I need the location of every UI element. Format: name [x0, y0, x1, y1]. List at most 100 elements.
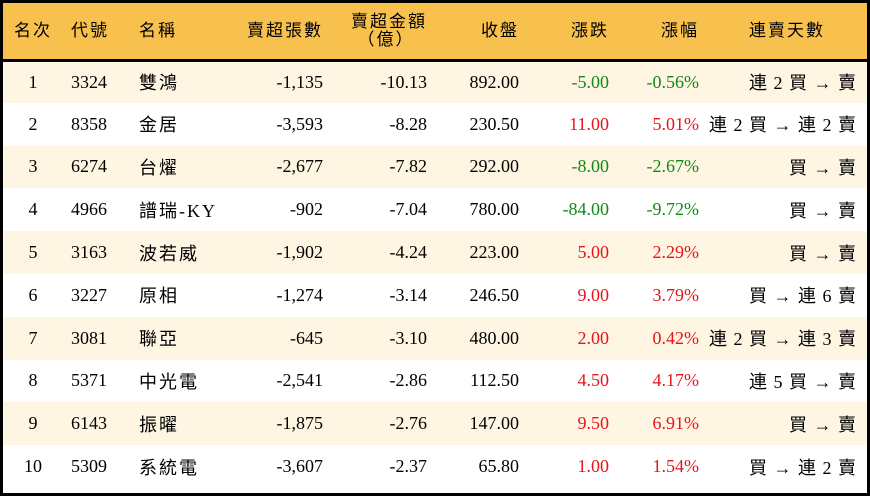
- net-sell-lots-cell: -902: [290, 199, 323, 220]
- rank-cell: 3: [28, 156, 38, 177]
- rank-cell: 5: [28, 242, 38, 263]
- net-sell-amount-cell: -2.76: [389, 413, 428, 434]
- close-cell: 230.50: [469, 113, 520, 134]
- streak-cell: 買 → 賣: [789, 157, 857, 178]
- table-row: 6 3227 原相 -1,274 -3.14 246.50 9.00 3.79% 買 → 連 6…: [3, 273, 867, 317]
- net-sell-lots-cell: -1,274: [276, 284, 324, 305]
- code-cell: 5309: [71, 456, 107, 477]
- change-cell: 1.00: [577, 456, 610, 477]
- streak-cell: 買 → 連 6 賣: [749, 286, 857, 307]
- header-name: 名稱: [131, 3, 231, 62]
- rank-cell: 7: [28, 327, 38, 348]
- name-cell: 金居: [139, 115, 179, 136]
- close-cell: 246.50: [469, 284, 520, 305]
- close-cell: 223.00: [469, 242, 520, 263]
- rank-cell: 2: [28, 113, 38, 134]
- streak-cell: 買 → 賣: [789, 243, 857, 264]
- net-sell-amount-cell: -2.37: [389, 456, 428, 477]
- code-cell: 3163: [71, 242, 107, 263]
- close-cell: 65.80: [478, 456, 520, 477]
- header-change: 漲跌: [527, 3, 617, 62]
- streak-cell: 買 → 賣: [789, 414, 857, 435]
- code-cell: 8358: [71, 113, 107, 134]
- net-sell-amount-cell: -10.13: [380, 71, 428, 92]
- name-cell: 台燿: [139, 157, 179, 178]
- table-row: 5 3163 波若威 -1,902 -4.24 223.00 5.00 2.29% 買 → 賣: [3, 231, 867, 274]
- close-cell: 780.00: [469, 199, 520, 220]
- net-sell-amount-cell: -4.24: [389, 242, 428, 263]
- code-cell: 3324: [71, 71, 107, 92]
- change-cell: 2.00: [577, 327, 610, 348]
- rank-cell: 6: [28, 284, 38, 305]
- table-row: 9 6143 振曜 -1,875 -2.76 147.00 9.50 6.91% 買 → 賣: [3, 402, 867, 446]
- rank-cell: 9: [28, 413, 38, 434]
- change-pct-cell: -0.56%: [646, 71, 700, 92]
- name-cell: 譜瑞-KY: [139, 200, 217, 221]
- name-cell: 波若威: [139, 243, 199, 264]
- change-cell: 4.50: [577, 370, 610, 391]
- net-sell-lots-cell: -3,593: [276, 113, 324, 134]
- code-cell: 3081: [71, 327, 107, 348]
- rank-cell: 4: [28, 199, 38, 220]
- name-cell: 原相: [139, 286, 179, 307]
- rank-cell: 10: [24, 456, 42, 477]
- header-change-pct: 漲幅: [617, 3, 707, 62]
- change-cell: 9.50: [577, 413, 610, 434]
- header-net-sell-amount-line1: 賣超金額: [351, 11, 427, 31]
- change-cell: 5.00: [577, 242, 610, 263]
- change-pct-cell: 2.29%: [652, 242, 700, 263]
- change-pct-cell: 4.17%: [652, 370, 700, 391]
- net-sell-lots-cell: -3,607: [276, 456, 324, 477]
- header-net-sell-amount: 賣超金額 （億）: [331, 3, 435, 62]
- change-pct-cell: -9.72%: [646, 199, 700, 220]
- change-pct-cell: 6.91%: [652, 413, 700, 434]
- close-cell: 112.50: [470, 370, 519, 391]
- streak-cell: 連 2 買 → 連 3 賣: [709, 329, 857, 350]
- net-sell-lots-cell: -1,902: [276, 242, 324, 263]
- streak-cell: 買 → 賣: [789, 200, 857, 221]
- table-row: 1 3324 雙鴻 -1,135 -10.13 892.00 -5.00 -0.56% 連 2 …: [3, 60, 867, 103]
- header-row: 名次 代號 名稱 賣超張數 賣超金額 （億） 收盤 漲跌 漲幅 連賣天數: [3, 3, 867, 62]
- table-row: 4 4966 譜瑞-KY -902 -7.04 780.00 -84.00 -9.72% 買 →…: [3, 188, 867, 232]
- net-sell-amount-cell: -8.28: [389, 113, 428, 134]
- net-sell-lots-cell: -1,135: [276, 71, 324, 92]
- streak-cell: 連 2 買 → 連 2 賣: [709, 115, 857, 136]
- code-cell: 5371: [71, 370, 107, 391]
- net-sell-lots-cell: -2,677: [276, 156, 324, 177]
- change-cell: -84.00: [562, 199, 610, 220]
- change-cell: 11.00: [569, 113, 609, 134]
- rank-cell: 1: [28, 71, 38, 92]
- header-net-sell-lots: 賣超張數: [231, 3, 331, 62]
- close-cell: 147.00: [469, 413, 520, 434]
- net-sell-lots-cell: -645: [290, 327, 323, 348]
- change-pct-cell: -2.67%: [646, 156, 700, 177]
- name-cell: 中光電: [139, 371, 199, 392]
- net-sell-ranking-table: 名次 代號 名稱 賣超張數 賣超金額 （億） 收盤 漲跌 漲幅 連賣天數 1 33…: [3, 3, 867, 488]
- streak-cell: 連 5 買 → 賣: [749, 371, 857, 392]
- net-sell-lots-cell: -1,875: [276, 413, 324, 434]
- code-cell: 6274: [71, 156, 107, 177]
- change-cell: -5.00: [571, 71, 610, 92]
- net-sell-amount-cell: -7.82: [389, 156, 428, 177]
- name-cell: 振曜: [139, 414, 179, 435]
- close-cell: 892.00: [469, 71, 520, 92]
- header-rank: 名次: [3, 3, 63, 62]
- rank-cell: 8: [28, 370, 38, 391]
- header-code: 代號: [63, 3, 131, 62]
- header-net-sell-amount-line2: （億）: [357, 29, 415, 49]
- streak-cell: 買 → 連 2 賣: [749, 457, 857, 478]
- table-row: 2 8358 金居 -3,593 -8.28 230.50 11.00 5.01% 連 2 買 …: [3, 102, 867, 146]
- net-sell-amount-cell: -3.14: [389, 284, 428, 305]
- name-cell: 雙鴻: [139, 73, 179, 94]
- header-streak: 連賣天數: [707, 3, 867, 62]
- name-cell: 系統電: [139, 457, 199, 478]
- table-row: 10 5309 系統電 -3,607 -2.37 65.80 1.00 1.54% 買 → 連 …: [3, 445, 867, 488]
- table-row: 7 3081 聯亞 -645 -3.10 480.00 2.00 0.42% 連 2 買 → 連…: [3, 316, 867, 360]
- net-sell-amount-cell: -2.86: [389, 370, 428, 391]
- code-cell: 4966: [71, 199, 107, 220]
- change-pct-cell: 0.42%: [652, 327, 700, 348]
- change-pct-cell: 3.79%: [652, 284, 700, 305]
- header-close: 收盤: [435, 3, 527, 62]
- table-row: 8 5371 中光電 -2,541 -2.86 112.50 4.50 4.17% 連 5 買 …: [3, 359, 867, 403]
- name-cell: 聯亞: [139, 329, 179, 350]
